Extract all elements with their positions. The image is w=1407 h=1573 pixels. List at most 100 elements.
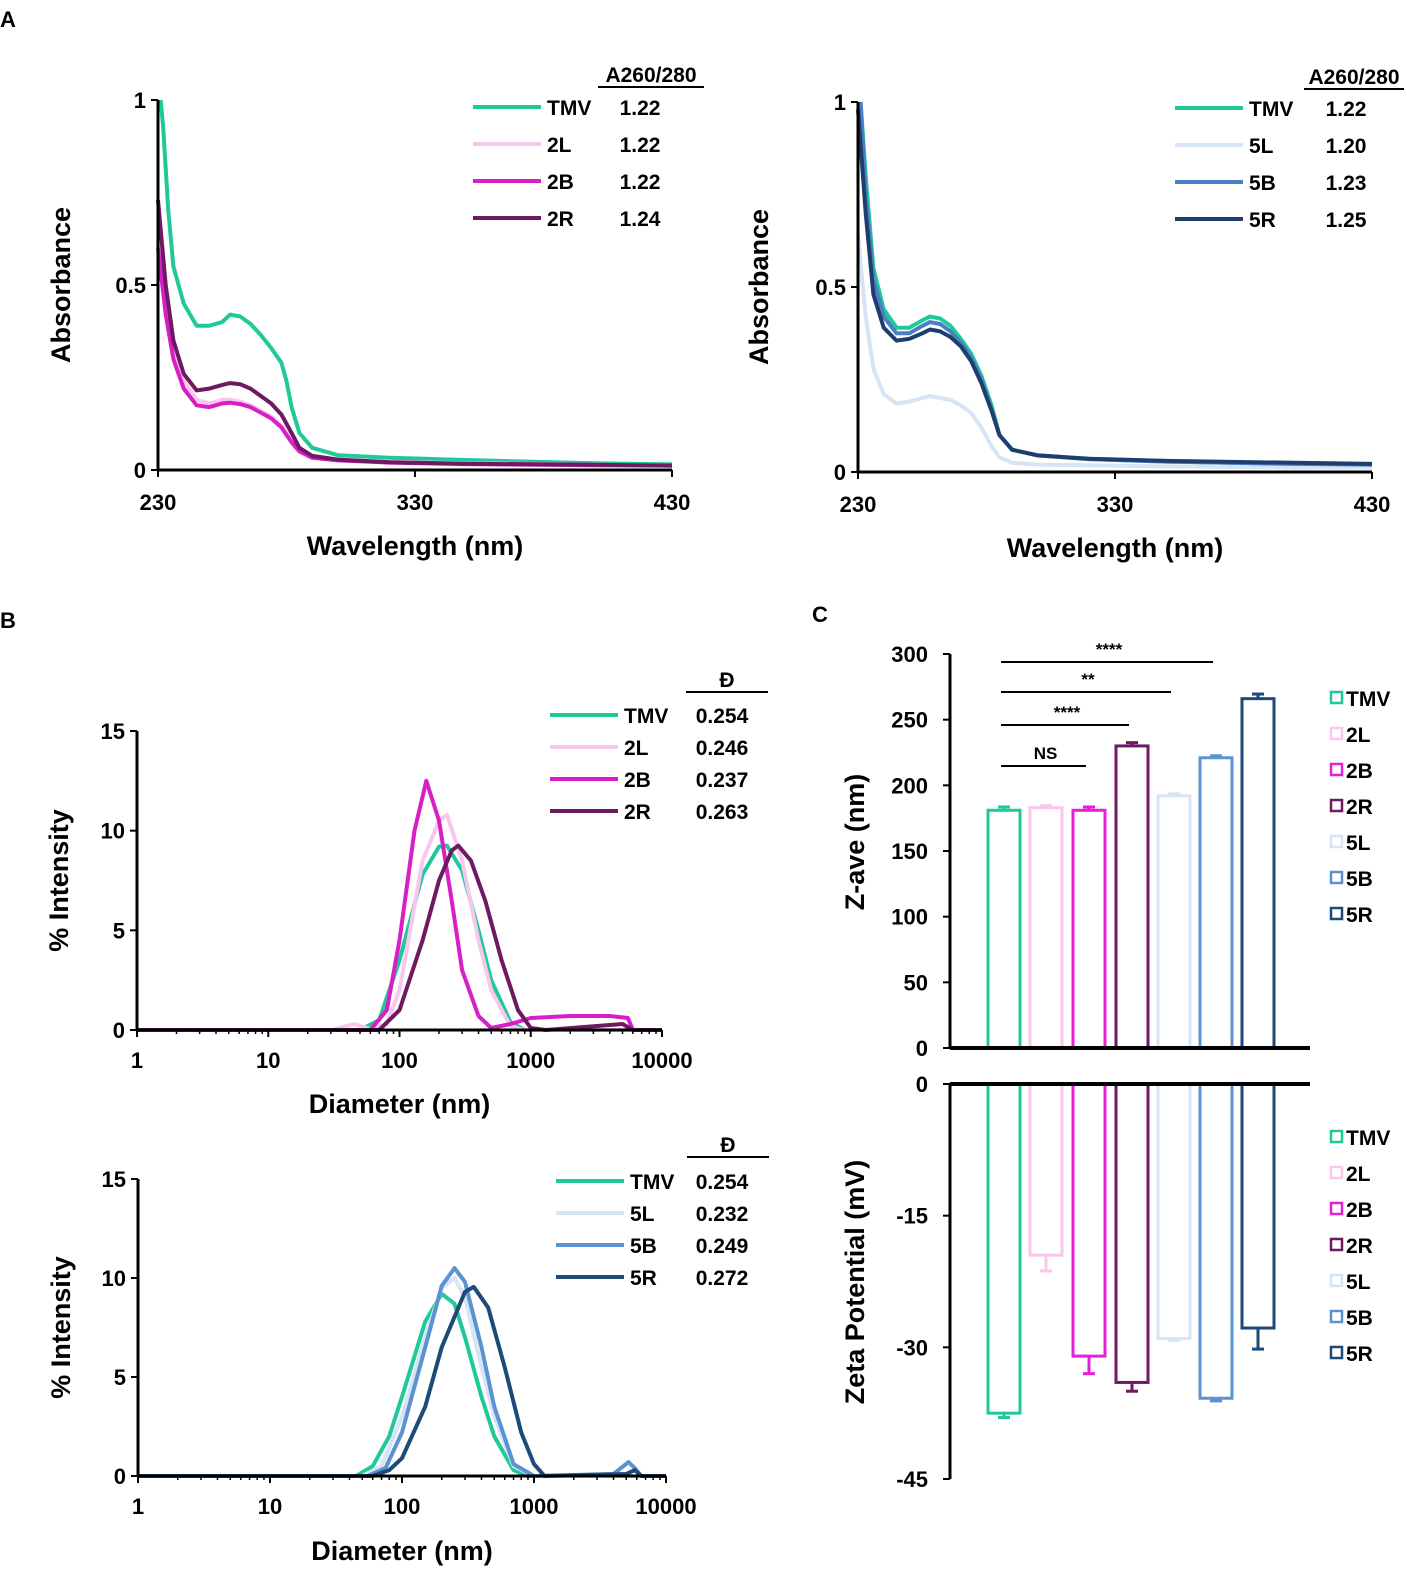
y-tick-label: 0 <box>113 1018 125 1043</box>
series-line-2l <box>137 812 662 1032</box>
x-tick-label: 1 <box>132 1494 144 1519</box>
legend-value-2b: 1.22 <box>620 171 661 194</box>
y-tick-label: 250 <box>891 708 928 733</box>
y-tick-label: 1 <box>134 88 146 113</box>
legend-header: A260/280 <box>1308 66 1399 89</box>
panel-label-b: B <box>0 608 16 633</box>
bar-2b <box>1071 808 1107 1050</box>
significance-label: **** <box>1096 640 1123 659</box>
y-tick-label: -30 <box>896 1335 928 1360</box>
significance-label: NS <box>1034 744 1058 763</box>
legend-label-5r: 5R <box>1249 209 1276 232</box>
y-tick-label: 0.5 <box>815 275 846 300</box>
series-line-5r <box>856 109 1373 466</box>
bar-tmv <box>986 808 1022 1050</box>
legend-label-2b: 2B <box>547 171 574 194</box>
y-axis-title: Absorbance <box>744 209 774 365</box>
series-line-5b <box>858 101 1373 467</box>
legend-value-5r: 0.272 <box>696 1267 749 1290</box>
legend-value-5b: 1.23 <box>1326 172 1367 195</box>
y-axis-title: % Intensity <box>46 1256 76 1399</box>
bar-2l <box>1028 806 1064 1050</box>
bar-5l <box>1156 794 1192 1050</box>
bar-2r <box>1114 1082 1150 1384</box>
legend-swatch-5r <box>1329 906 1344 921</box>
legend-label-2b: 2B <box>1346 760 1373 783</box>
y-tick-label: 0 <box>916 1036 928 1061</box>
legend-value-2l: 0.246 <box>696 737 749 760</box>
bar-2l <box>1028 1082 1064 1257</box>
legend-value-5b: 0.249 <box>696 1235 749 1258</box>
legend-label-2b: 2B <box>624 769 651 792</box>
y-tick-label: -15 <box>896 1204 928 1229</box>
legend-header: Đ <box>720 1134 735 1157</box>
y-tick-label: 0.5 <box>115 273 146 298</box>
legend-label-2r: 2R <box>1346 1235 1373 1258</box>
legend: Đ TMV 0.254 2L 0.246 2B 0.237 2R 0.263 <box>550 669 768 824</box>
series-line-5l <box>138 1276 666 1478</box>
legend-swatch-tmv <box>1329 1129 1344 1144</box>
legend-label-2l: 2L <box>547 134 572 157</box>
legend-header: Đ <box>719 669 734 692</box>
series-line-2r <box>156 199 673 468</box>
legend: TMV 2L 2B 2R 5L 5B 5R <box>1329 688 1390 927</box>
legend-label-5b: 5B <box>1346 868 1373 891</box>
significance-label: **** <box>1054 703 1081 722</box>
panel-label-a: A <box>0 7 16 32</box>
legend-swatch-2r <box>1329 798 1344 813</box>
x-axis-title: Wavelength (nm) <box>1007 533 1224 563</box>
legend-label-tmv: TMV <box>1346 1127 1390 1150</box>
legend-label-5b: 5B <box>1346 1307 1373 1330</box>
y-tick-label: 10 <box>101 819 125 844</box>
legend-label-5l: 5L <box>1346 832 1371 855</box>
legend-value-tmv: 1.22 <box>1326 98 1367 121</box>
legend-label-5r: 5R <box>1346 1343 1373 1366</box>
significance-label: ** <box>1081 670 1095 689</box>
legend-value-2r: 1.24 <box>620 208 661 231</box>
legend-label-2l: 2L <box>1346 1163 1371 1186</box>
y-axis-title: % Intensity <box>44 809 74 952</box>
legend: A260/280 TMV 1.22 2L 1.22 2B 1.22 2R 1.24 <box>473 64 704 231</box>
y-tick-label: 0 <box>114 1464 126 1489</box>
panel-label-c: C <box>812 602 828 627</box>
y-tick-label: 0 <box>916 1072 928 1097</box>
legend-label-tmv: TMV <box>630 1171 674 1194</box>
chart-b-bottom: 1 10 100 1000 10000 0 5 10 15 Diameter (nm) % Inte… <box>46 1134 769 1566</box>
y-tick-label: 15 <box>101 719 125 744</box>
x-tick-label: 1 <box>131 1048 143 1073</box>
legend-value-5l: 0.232 <box>696 1203 749 1226</box>
legend: TMV 2L 2B 2R 5L 5B 5R <box>1329 1127 1390 1366</box>
legend: A260/280 TMV 1.22 5L 1.20 5B 1.23 5R 1.25 <box>1175 66 1404 232</box>
y-tick-label: 15 <box>102 1167 126 1192</box>
legend-label-2r: 2R <box>624 801 651 824</box>
y-tick-label: 200 <box>891 773 928 798</box>
y-axis-title: Absorbance <box>46 207 76 363</box>
chart-a-left: 230 330 430 0 0.5 1 Wavelength (nm) Absorbance A… <box>46 64 704 561</box>
x-tick-label: 10000 <box>631 1048 692 1073</box>
legend-label-5l: 5L <box>630 1203 655 1226</box>
x-tick-label: 330 <box>1097 492 1134 517</box>
legend-label-2l: 2L <box>624 737 649 760</box>
legend-swatch-2b <box>1329 762 1344 777</box>
chart-c-bottom: 0 -15 -30 -45 Zeta Potential (mV) TMV 2L 2B 2R 5L… <box>840 1072 1390 1492</box>
legend: Đ TMV 0.254 5L 0.232 5B 0.249 5R 0.272 <box>556 1134 769 1290</box>
legend-value-2l: 1.22 <box>620 134 661 157</box>
legend-swatch-2l <box>1329 726 1344 741</box>
y-tick-label: 5 <box>114 1365 126 1390</box>
legend-label-2b: 2B <box>1346 1199 1373 1222</box>
series-line-2b <box>137 778 662 1032</box>
y-tick-label: 0 <box>134 458 146 483</box>
legend-value-2r: 0.263 <box>696 801 749 824</box>
series-line-5r <box>138 1284 666 1478</box>
x-tick-label: 100 <box>381 1048 418 1073</box>
x-tick-label: 100 <box>384 1494 421 1519</box>
chart-b-top: 1 10 100 1000 10000 0 5 10 15 Diameter (nm) % Inte… <box>44 669 768 1119</box>
y-tick-label: 1 <box>834 90 846 115</box>
series-line-5b <box>138 1266 666 1478</box>
legend-label-2r: 2R <box>547 208 574 231</box>
series-line-5l <box>856 235 1372 470</box>
legend-swatch-2r <box>1329 1237 1344 1252</box>
x-tick-label: 230 <box>140 490 177 515</box>
bar-2b <box>1071 1082 1107 1358</box>
